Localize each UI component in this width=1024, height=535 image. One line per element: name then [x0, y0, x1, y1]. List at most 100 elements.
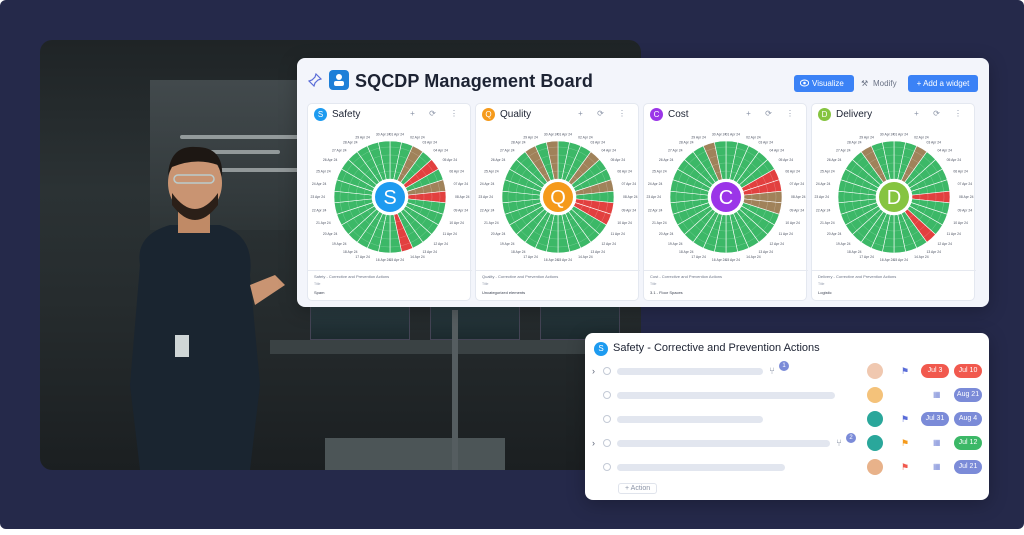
calendar-icon[interactable]: ▦: [933, 462, 941, 471]
widget-footer-item[interactable]: Uncategorized elements: [482, 290, 526, 295]
add-widget-button[interactable]: + Add a widget: [908, 75, 978, 92]
day-label: 17 Apr 24: [691, 255, 706, 259]
day-label: 07 Apr 24: [454, 182, 469, 186]
visualize-button[interactable]: Visualize: [794, 75, 854, 92]
ring-gridline: [851, 154, 937, 240]
center-letter: C: [719, 187, 733, 209]
ring-gridline: [867, 170, 921, 224]
ring-gridline: [507, 146, 609, 248]
widget-safety: S Safety + ⟳ ⋮ 01 Apr 24 02 Apr 24 03 Apr 24 0…: [307, 103, 472, 301]
widget-delivery: D Delivery + ⟳ ⋮ 01 Apr 24 02 Apr 24 03 Apr 2…: [811, 103, 976, 301]
day-label: 10 Apr 24: [785, 221, 800, 225]
widget-footer-title[interactable]: Quality - Corrective and Prevention Acti…: [482, 274, 559, 279]
due-date-badge[interactable]: Jul 21: [954, 460, 982, 474]
modify-button[interactable]: ⚒ Modify: [859, 75, 905, 92]
due-date-badge[interactable]: Jul 10: [954, 364, 982, 378]
day-label: 10 Apr 24: [953, 221, 968, 225]
calendar-icon[interactable]: ▦: [933, 390, 941, 399]
add-action-button[interactable]: + Action: [618, 483, 658, 494]
day-label: 21 Apr 24: [484, 221, 499, 225]
ring-gridline: [523, 162, 593, 232]
action-row[interactable]: › ⑂ 1 ⚑ Jul 3 Jul 10: [585, 361, 989, 383]
day-label: 26 Apr 24: [323, 158, 338, 162]
action-title-placeholder[interactable]: [617, 392, 835, 399]
action-title-placeholder[interactable]: [617, 464, 785, 471]
center-letter: S: [383, 187, 396, 209]
widget-tools[interactable]: + ⟳ ⋮: [746, 109, 800, 118]
day-label: 20 Apr 24: [827, 232, 842, 236]
priority-flag-icon[interactable]: ⚑: [901, 414, 910, 424]
avatar[interactable]: [867, 411, 883, 427]
avatar[interactable]: [867, 459, 883, 475]
day-label: 01 Apr 24: [558, 133, 573, 137]
due-date-badge[interactable]: Aug 21: [954, 388, 982, 402]
day-label: 24 Apr 24: [312, 182, 327, 186]
due-date-badge[interactable]: Aug 4: [954, 412, 982, 426]
widget-footer-item[interactable]: Logistic: [818, 290, 832, 295]
day-label: 05 Apr 24: [611, 158, 626, 162]
divider: [812, 270, 976, 271]
avatar[interactable]: [867, 363, 883, 379]
complete-checkbox[interactable]: [603, 439, 611, 447]
widget-title: Safety: [332, 109, 361, 120]
center-letter: Q: [550, 187, 566, 209]
widget-footer-item[interactable]: 3.1 - Floor Spaces: [650, 290, 683, 295]
action-row[interactable]: ⚑ Jul 31 Aug 4: [585, 409, 989, 431]
action-title-placeholder[interactable]: [617, 440, 830, 447]
chevron-right-icon[interactable]: ›: [592, 438, 595, 448]
avatar[interactable]: [867, 435, 883, 451]
action-row[interactable]: ▦ Aug 21: [585, 385, 989, 407]
subtask-icon[interactable]: ⑂: [769, 366, 775, 377]
widget-tools[interactable]: + ⟳ ⋮: [410, 109, 464, 118]
widget-footer-title[interactable]: Safety - Corrective and Prevention Actio…: [314, 274, 390, 279]
day-label: 04 Apr 24: [770, 148, 785, 152]
widget-tools[interactable]: + ⟳ ⋮: [578, 109, 632, 118]
day-label: 18 Apr 24: [343, 250, 358, 254]
widget-footer-column: Title: [314, 282, 321, 286]
action-title-placeholder[interactable]: [617, 368, 763, 375]
day-label: 19 Apr 24: [836, 242, 851, 246]
action-row[interactable]: › ⑂ 2 ⚑ ▦ Jul 12: [585, 433, 989, 455]
delivery-center-icon: [879, 182, 909, 212]
day-label: 21 Apr 24: [652, 221, 667, 225]
day-label: 14 Apr 24: [410, 255, 425, 259]
widget-footer-title[interactable]: Cost - Corrective and Prevention Actions: [650, 274, 723, 279]
complete-checkbox[interactable]: [603, 391, 611, 399]
day-label: 06 Apr 24: [617, 170, 632, 174]
priority-flag-icon[interactable]: ⚑: [901, 462, 910, 472]
complete-checkbox[interactable]: [603, 415, 611, 423]
modify-label: Modify: [873, 79, 897, 88]
day-label: 01 Apr 24: [894, 133, 909, 137]
modify-icon: ⚒: [861, 79, 869, 88]
priority-flag-icon[interactable]: ⚑: [901, 438, 910, 448]
calendar-icon[interactable]: ▦: [933, 438, 941, 447]
day-label: 12 Apr 24: [434, 242, 449, 246]
chevron-right-icon[interactable]: ›: [592, 366, 595, 376]
subtask-icon[interactable]: ⑂: [836, 438, 842, 449]
actions-panel: S Safety - Corrective and Prevention Act…: [585, 333, 989, 500]
day-label: 12 Apr 24: [938, 242, 953, 246]
action-row[interactable]: ⚑ ▦ Jul 21: [585, 457, 989, 479]
day-label: 30 Apr 24: [376, 133, 391, 137]
widget-tools[interactable]: + ⟳ ⋮: [914, 109, 968, 118]
start-date-badge[interactable]: Jul 3: [921, 364, 949, 378]
day-label: 01 Apr 24: [726, 133, 741, 137]
cost-badge-icon: C: [650, 108, 663, 121]
widget-quality: Q Quality + ⟳ ⋮ 01 Apr 24 02 Apr 24 03 Apr 24…: [475, 103, 640, 301]
ring-gridline: [347, 154, 433, 240]
priority-flag-icon[interactable]: ⚑: [901, 366, 910, 376]
day-label: 08 Apr 24: [455, 195, 470, 199]
avatar[interactable]: [867, 387, 883, 403]
due-date-badge[interactable]: Jul 12: [954, 436, 982, 450]
complete-checkbox[interactable]: [603, 367, 611, 375]
pin-icon[interactable]: [308, 73, 322, 87]
start-date-badge[interactable]: Jul 31: [921, 412, 949, 426]
action-title-placeholder[interactable]: [617, 416, 763, 423]
eye-icon: [800, 79, 809, 87]
complete-checkbox[interactable]: [603, 463, 611, 471]
day-label: 23 Apr 24: [310, 195, 325, 199]
widget-footer-title[interactable]: Delivery - Corrective and Prevention Act…: [818, 274, 897, 279]
day-label: 20 Apr 24: [323, 232, 338, 236]
day-label: 30 Apr 24: [712, 133, 727, 137]
widget-footer-item[interactable]: Spam: [314, 290, 325, 295]
